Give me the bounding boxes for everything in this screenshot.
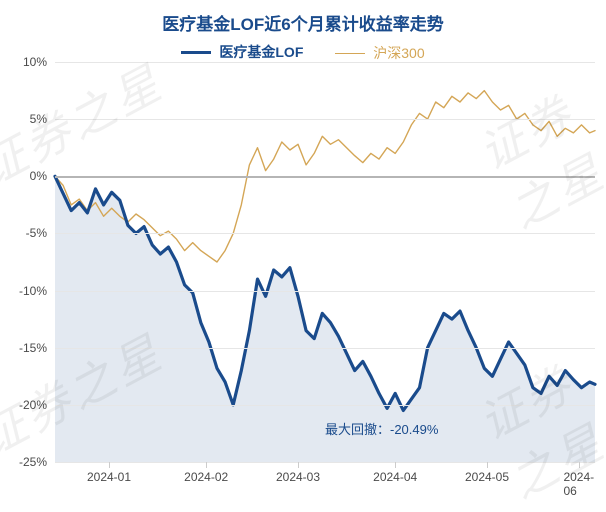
y-axis-label: -25%: [19, 455, 47, 469]
x-tick: [109, 462, 110, 468]
y-gridline: [55, 462, 595, 463]
y-gridline: [55, 405, 595, 406]
x-tick: [298, 462, 299, 468]
chart-container: 医疗基金LOF近6个月累计收益率走势 医疗基金LOF 沪深300 最大回撤：-2…: [0, 0, 606, 500]
x-axis-label: 2024-05: [465, 470, 509, 484]
plot-svg: [55, 62, 595, 462]
y-axis-label: -15%: [19, 341, 47, 355]
legend-item-series-0: 医疗基金LOF: [181, 42, 303, 62]
y-axis-label: 10%: [23, 55, 47, 69]
y-axis-label: -5%: [26, 226, 47, 240]
x-axis-label: 2024-03: [276, 470, 320, 484]
x-axis-label: 2024-04: [373, 470, 417, 484]
x-axis-label: 2024-01: [87, 470, 131, 484]
y-gridline: [55, 291, 595, 292]
y-gridline: [55, 176, 595, 178]
y-gridline: [55, 62, 595, 63]
x-tick: [487, 462, 488, 468]
legend-swatch-0: [181, 51, 211, 54]
chart-legend: 医疗基金LOF 沪深300: [0, 35, 606, 63]
x-tick: [206, 462, 207, 468]
plot-area: 最大回撤：-20.49% 10%5%0%-5%-10%-15%-20%-25%2…: [55, 62, 595, 462]
y-axis-label: -20%: [19, 398, 47, 412]
max-drawdown-annotation: 最大回撤：-20.49%: [325, 419, 438, 438]
y-gridline: [55, 348, 595, 349]
y-axis-label: 5%: [30, 112, 47, 126]
y-axis-label: 0%: [30, 169, 47, 183]
x-axis-label: 2024-02: [184, 470, 228, 484]
legend-label-0: 医疗基金LOF: [219, 42, 303, 62]
x-axis-label: 2024-06: [563, 470, 594, 498]
y-gridline: [55, 233, 595, 234]
x-tick: [579, 462, 580, 468]
legend-label-1: 沪深300: [373, 43, 424, 63]
x-tick: [395, 462, 396, 468]
y-axis-label: -10%: [19, 284, 47, 298]
y-gridline: [55, 119, 595, 120]
chart-title: 医疗基金LOF近6个月累计收益率走势: [0, 0, 606, 35]
legend-item-series-1: 沪深300: [335, 43, 424, 63]
legend-swatch-1: [335, 53, 365, 54]
